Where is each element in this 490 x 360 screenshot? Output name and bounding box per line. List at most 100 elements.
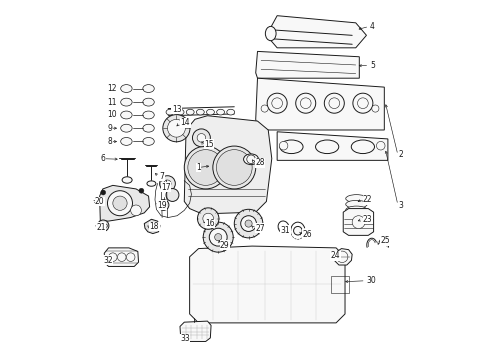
Circle shape (294, 226, 302, 235)
Text: 25: 25 (380, 236, 390, 245)
Circle shape (241, 216, 256, 231)
Circle shape (203, 213, 214, 224)
Polygon shape (144, 219, 160, 234)
Polygon shape (256, 51, 359, 78)
Ellipse shape (121, 85, 132, 93)
Ellipse shape (147, 181, 156, 186)
Circle shape (113, 196, 127, 210)
Ellipse shape (121, 111, 132, 119)
Ellipse shape (280, 140, 303, 154)
Circle shape (193, 129, 210, 147)
Circle shape (158, 200, 169, 210)
Circle shape (109, 253, 117, 261)
Polygon shape (334, 249, 352, 265)
Circle shape (188, 150, 223, 185)
Text: 8: 8 (107, 137, 112, 146)
Ellipse shape (143, 98, 154, 106)
Circle shape (353, 93, 373, 113)
Text: 27: 27 (255, 224, 265, 233)
Text: 26: 26 (302, 230, 312, 239)
Ellipse shape (143, 85, 154, 93)
Circle shape (245, 220, 252, 227)
Circle shape (324, 93, 344, 113)
Circle shape (272, 98, 283, 109)
Circle shape (352, 216, 365, 229)
Text: 6: 6 (100, 154, 105, 163)
Ellipse shape (143, 138, 154, 145)
Text: 4: 4 (370, 22, 375, 31)
Text: 1: 1 (196, 163, 201, 172)
Text: 3: 3 (398, 201, 403, 210)
Text: 19: 19 (157, 201, 167, 210)
Circle shape (126, 253, 135, 261)
Ellipse shape (266, 26, 276, 41)
Ellipse shape (346, 201, 367, 208)
Polygon shape (267, 16, 367, 48)
Text: 15: 15 (204, 140, 214, 149)
Text: 20: 20 (95, 197, 104, 206)
Circle shape (168, 119, 185, 137)
Circle shape (376, 141, 385, 150)
Ellipse shape (122, 177, 132, 183)
Polygon shape (184, 116, 272, 214)
Circle shape (215, 234, 222, 241)
Circle shape (213, 146, 256, 189)
Circle shape (372, 105, 379, 112)
Text: 12: 12 (107, 84, 117, 93)
Circle shape (337, 251, 348, 262)
Ellipse shape (186, 109, 194, 115)
Ellipse shape (176, 109, 184, 115)
Ellipse shape (166, 109, 174, 115)
Text: 2: 2 (398, 150, 403, 159)
Bar (331, 276, 348, 293)
Circle shape (163, 114, 190, 142)
Ellipse shape (121, 98, 132, 106)
Text: 29: 29 (220, 240, 230, 249)
Circle shape (300, 98, 311, 109)
Ellipse shape (196, 109, 204, 115)
Text: 31: 31 (281, 225, 291, 234)
Ellipse shape (346, 206, 367, 214)
Text: 28: 28 (255, 158, 265, 167)
Polygon shape (99, 185, 149, 221)
Polygon shape (190, 246, 345, 323)
Ellipse shape (121, 138, 132, 145)
Circle shape (184, 146, 227, 189)
Text: 13: 13 (172, 105, 181, 114)
Circle shape (247, 155, 255, 163)
Polygon shape (343, 208, 373, 235)
Text: 32: 32 (103, 256, 113, 265)
Polygon shape (256, 78, 384, 130)
Ellipse shape (143, 111, 154, 119)
Circle shape (234, 209, 263, 238)
Ellipse shape (316, 140, 339, 154)
Circle shape (164, 180, 171, 187)
Ellipse shape (217, 109, 224, 115)
Circle shape (197, 134, 206, 142)
Text: 17: 17 (161, 183, 171, 192)
Text: 10: 10 (107, 111, 117, 120)
Text: 22: 22 (363, 195, 372, 204)
Text: 23: 23 (363, 215, 372, 224)
Circle shape (267, 93, 287, 113)
Ellipse shape (346, 195, 367, 203)
Circle shape (358, 98, 368, 109)
Polygon shape (277, 132, 388, 160)
Ellipse shape (227, 109, 235, 115)
Circle shape (209, 228, 227, 246)
Text: 18: 18 (149, 222, 159, 231)
Text: 7: 7 (159, 172, 164, 181)
Ellipse shape (244, 154, 259, 165)
Polygon shape (180, 321, 211, 342)
Ellipse shape (121, 124, 132, 132)
Circle shape (217, 150, 252, 185)
Circle shape (261, 105, 268, 112)
Circle shape (100, 190, 106, 195)
Text: 24: 24 (331, 251, 341, 260)
Circle shape (98, 220, 109, 231)
Circle shape (197, 208, 219, 229)
Polygon shape (104, 248, 139, 266)
Text: 33: 33 (180, 334, 190, 343)
Text: 30: 30 (367, 276, 376, 285)
Ellipse shape (143, 124, 154, 132)
